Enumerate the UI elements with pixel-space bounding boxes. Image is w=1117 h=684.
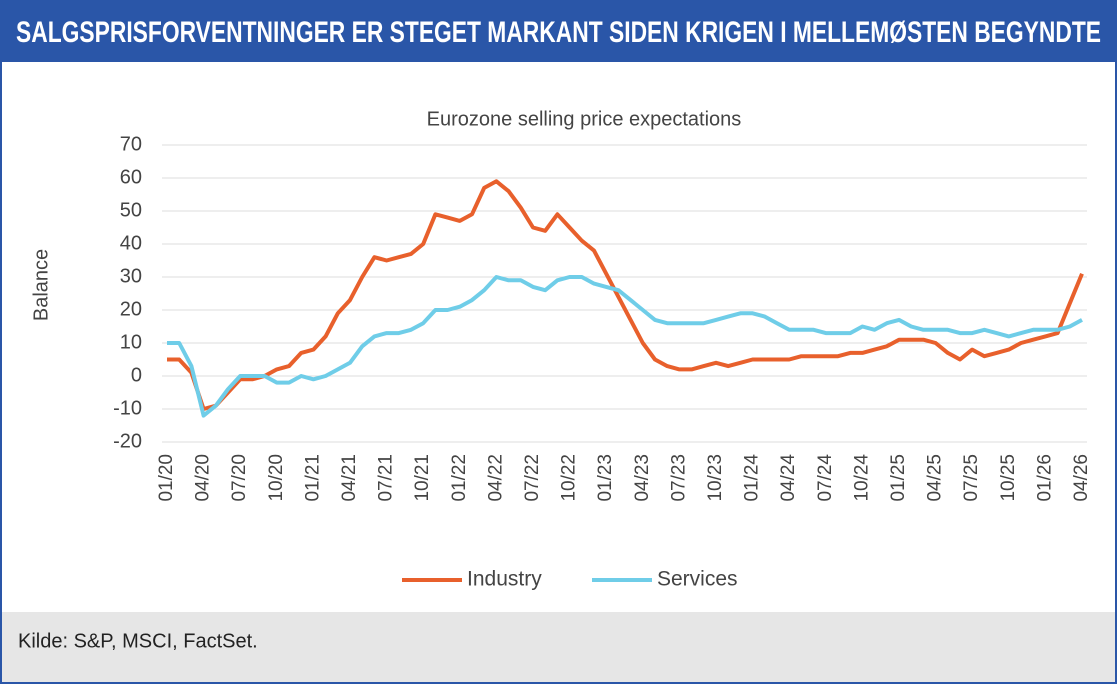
y-tick-label: 60 [120,166,142,188]
y-tick-label: 20 [120,298,142,320]
x-tick-label: 04/26 [1071,454,1092,502]
line-services [167,275,1083,418]
x-tick-label: 10/22 [559,454,580,502]
y-tick-label: 30 [120,265,142,287]
x-tick-label: 04/24 [778,454,799,502]
y-tick-label: -10 [113,397,142,419]
x-tick-label: 01/23 [595,454,616,502]
y-tick-label: 50 [120,199,142,221]
chart-title: Eurozone selling price expectations [427,108,742,130]
x-tick-label: 01/25 [888,454,909,502]
x-tick-label: 07/24 [815,454,836,502]
y-tick-label: 70 [120,133,142,155]
y-tick-label: 0 [131,364,142,386]
x-tick-label: 10/23 [705,454,726,502]
x-tick-label: 07/21 [376,454,397,502]
x-tick-label: 01/21 [302,454,323,502]
x-tick-label: 10/20 [266,454,287,502]
legend-label: Services [657,568,738,591]
x-tick-label: 04/20 [193,454,214,502]
x-tick-label: 07/25 [961,454,982,502]
x-tick-label: 01/24 [742,454,763,502]
y-axis-label: Balance [30,249,52,321]
x-tick-label: 01/20 [156,454,177,502]
y-tick-label: 10 [120,331,142,353]
footer-bar [2,612,1115,682]
x-tick-label: 04/22 [485,454,506,502]
x-tick-label: 01/22 [449,454,470,502]
line-industry [167,179,1084,411]
x-tick-label: 01/26 [1034,454,1055,502]
x-tick-label: 10/21 [412,454,433,502]
source: Kilde: S&P, MSCI, FactSet. [18,630,258,652]
x-tick-label: 07/20 [229,454,250,502]
x-tick-label: 04/25 [925,454,946,502]
y-tick-label: 40 [120,232,142,254]
x-tick-label: 04/23 [632,454,653,502]
x-tick-label: 07/23 [668,454,689,502]
header-bar [2,2,1115,62]
header-title: SALGSPRISFORVENTNINGER ER STEGET MARKANT… [16,16,1101,49]
x-tick-label: 07/22 [522,454,543,502]
legend-label: Industry [467,568,542,591]
x-tick-label: 04/21 [339,454,360,502]
x-tick-label: 10/25 [998,454,1019,502]
y-tick-label: -20 [113,430,142,452]
x-tick-label: 10/24 [851,454,872,502]
